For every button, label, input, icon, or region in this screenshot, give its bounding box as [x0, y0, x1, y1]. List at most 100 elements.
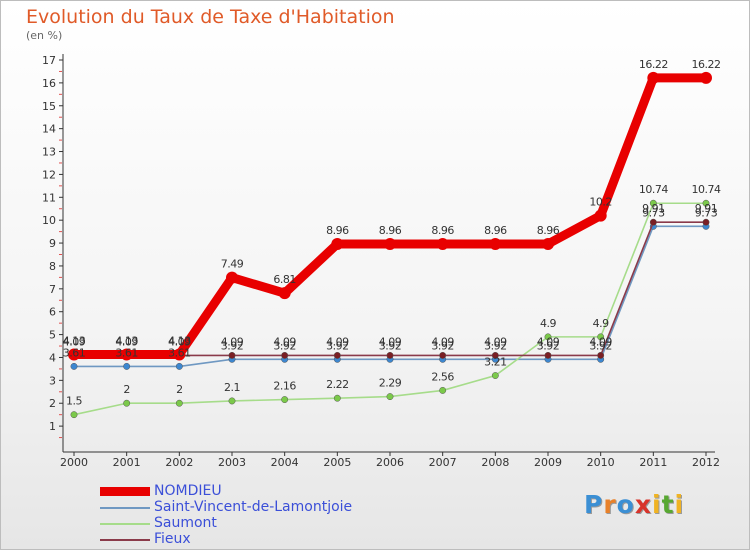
- data-label: 9.73: [695, 206, 718, 219]
- legend-label: Saint-Vincent-de-Lamontjoie: [154, 499, 353, 515]
- data-label: 2: [123, 383, 130, 396]
- data-label: 8.96: [326, 224, 349, 237]
- data-label: 16.22: [692, 58, 721, 71]
- x-tick-label: 2007: [429, 456, 457, 469]
- data-point: [489, 237, 502, 250]
- legend-item: Fieux: [100, 531, 420, 548]
- data-label: 9.91: [642, 202, 665, 215]
- legend-label: Saumont: [154, 515, 217, 531]
- data-point: [281, 351, 289, 359]
- legend-item: Saint-Vincent-de-Lamontjoie: [100, 499, 420, 516]
- data-label: 2: [176, 383, 183, 396]
- y-tick-label: 3: [49, 374, 56, 387]
- data-label: 3.61: [63, 346, 86, 359]
- y-tick-label: 9: [49, 237, 56, 250]
- data-point: [70, 411, 78, 419]
- data-point: [702, 218, 710, 226]
- data-label: 2.56: [431, 370, 454, 383]
- x-tick-label: 2009: [534, 456, 562, 469]
- x-tick-label: 2005: [323, 456, 351, 469]
- data-point: [700, 71, 712, 84]
- data-point: [175, 362, 183, 370]
- data-label: 4.09: [537, 335, 560, 348]
- data-label: 8.96: [537, 224, 560, 237]
- data-point: [702, 199, 710, 207]
- data-point: [226, 271, 238, 284]
- legend-swatch: [100, 507, 150, 509]
- logo-letter: r: [603, 490, 617, 519]
- legend-swatch: [100, 539, 150, 541]
- data-label: 2.16: [273, 380, 296, 393]
- data-label: 4.09: [273, 335, 296, 348]
- logo-letter: x: [634, 490, 652, 519]
- data-label: 7.49: [221, 258, 244, 271]
- legend-swatch: [100, 487, 150, 496]
- data-point: [173, 348, 186, 361]
- data-label: 3.61: [168, 346, 191, 359]
- data-label: 4.09: [221, 335, 244, 348]
- logo-letter: i: [652, 490, 662, 519]
- data-point: [68, 348, 80, 361]
- data-point: [281, 396, 289, 404]
- x-tick-label: 2003: [218, 456, 246, 469]
- data-label: 3.21: [484, 356, 507, 369]
- data-point: [333, 351, 341, 359]
- legend-item: NOMDIEU: [100, 483, 420, 500]
- data-label: 4.09: [326, 335, 349, 348]
- y-tick-label: 17: [42, 54, 56, 67]
- data-label: 4.09: [589, 335, 612, 348]
- data-point: [331, 237, 344, 250]
- data-point: [123, 362, 131, 370]
- data-label: 4.09: [115, 335, 138, 348]
- data-point: [384, 237, 396, 250]
- legend-label: Fieux: [154, 531, 191, 547]
- x-tick-label: 2002: [165, 456, 193, 469]
- logo-letter: i: [674, 490, 685, 519]
- y-tick-label: 12: [42, 168, 56, 181]
- data-label: 6.81: [273, 273, 296, 286]
- data-label: 4.13: [63, 334, 86, 347]
- data-label: 16.22: [639, 58, 668, 71]
- x-tick-label: 2008: [481, 456, 509, 469]
- logo-letter: P: [584, 490, 604, 519]
- data-point: [228, 397, 236, 405]
- data-point: [175, 399, 183, 407]
- data-point: [70, 362, 78, 370]
- data-label: 2.22: [326, 378, 349, 391]
- data-point: [647, 71, 660, 84]
- data-label: 4.09: [484, 335, 507, 348]
- data-point: [491, 372, 499, 379]
- data-point: [594, 209, 607, 222]
- data-label: 3.92: [273, 339, 296, 352]
- x-tick-label: 2012: [692, 456, 720, 469]
- x-tick-label: 2006: [376, 456, 404, 469]
- data-label: 4.09: [431, 335, 454, 348]
- data-label: 4.13: [115, 334, 138, 347]
- data-label: 1.5: [66, 395, 82, 408]
- data-point: [436, 237, 449, 250]
- data-label: 8.96: [379, 224, 402, 237]
- data-label: 9.91: [695, 202, 718, 215]
- y-tick-label: 14: [42, 123, 56, 136]
- y-tick-label: 11: [42, 191, 56, 204]
- y-tick-label: 4: [49, 351, 56, 364]
- legend-item: Saumont: [100, 515, 420, 532]
- data-point: [439, 386, 447, 394]
- data-label: 4.13: [168, 334, 191, 347]
- series-line-0: [69, 73, 711, 359]
- y-tick-label: 2: [49, 397, 56, 410]
- data-label: 3.92: [537, 339, 560, 352]
- chart-subtitle: (en %): [26, 29, 63, 42]
- y-tick-label: 5: [49, 329, 56, 342]
- data-point: [333, 394, 341, 402]
- data-point: [120, 348, 133, 361]
- x-tick-label: 2004: [271, 456, 299, 469]
- y-tick-label: 16: [42, 77, 56, 90]
- data-label: 8.96: [431, 224, 454, 237]
- data-point: [123, 399, 131, 407]
- data-label: 3.92: [484, 339, 507, 352]
- x-tick-label: 2010: [587, 456, 615, 469]
- proxiti-logo: Proxiti: [584, 490, 684, 519]
- chart-legend: NOMDIEU Saint-Vincent-de-Lamontjoie Saumon…: [100, 483, 420, 548]
